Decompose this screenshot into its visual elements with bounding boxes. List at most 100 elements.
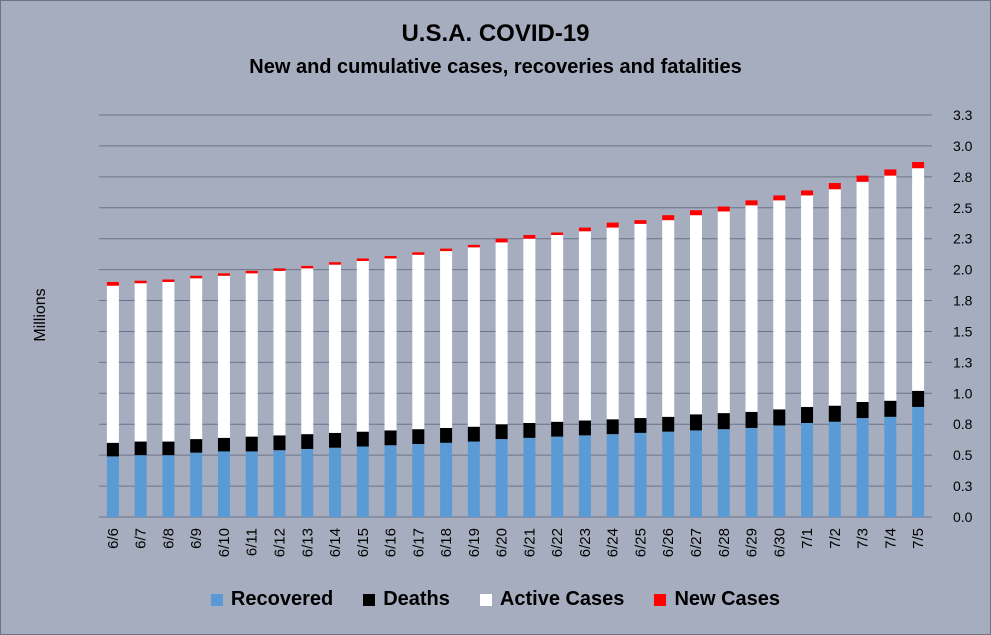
bar-active-cases <box>634 223 647 419</box>
legend-item: Active Cases <box>479 588 624 611</box>
bar-recovered <box>689 430 702 517</box>
bar-deaths <box>106 442 119 457</box>
bar-new-cases <box>606 222 619 228</box>
bar-deaths <box>523 422 536 438</box>
x-tick-label: 6/8 <box>160 528 177 549</box>
bar-deaths <box>773 409 786 426</box>
x-tick-label: 6/6 <box>105 528 122 549</box>
bar-new-cases <box>217 273 230 276</box>
bar-recovered <box>523 437 536 517</box>
bar-deaths <box>662 416 675 432</box>
bar-recovered <box>912 406 925 517</box>
bar-new-cases <box>106 281 119 286</box>
x-tick-label: 6/14 <box>327 528 344 557</box>
bar-new-cases <box>745 200 758 206</box>
x-tick-label: 6/29 <box>744 528 761 557</box>
x-tick-label: 7/5 <box>910 528 927 549</box>
legend-swatch <box>654 593 667 606</box>
bar-new-cases <box>523 234 536 239</box>
x-tick-label: 6/15 <box>355 528 372 557</box>
legend: Recovered Deaths Active Cases New Cases <box>0 588 991 611</box>
bar-active-cases <box>801 195 814 407</box>
bar-recovered <box>301 448 314 517</box>
bar-new-cases <box>190 275 203 279</box>
y-tick-label: 0.5 <box>953 447 973 463</box>
bar-active-cases <box>273 270 286 436</box>
bar-new-cases <box>356 258 369 261</box>
bar-recovered <box>329 447 342 517</box>
bar-new-cases <box>662 215 675 221</box>
y-tick-label: 0.3 <box>953 478 973 494</box>
y-tick-label: 1.3 <box>953 354 973 370</box>
bar-recovered <box>745 427 758 517</box>
bar-recovered <box>162 455 175 517</box>
y-tick-label: 3.3 <box>953 107 973 123</box>
bar-recovered <box>356 446 369 517</box>
bar-deaths <box>912 390 925 407</box>
bar-active-cases <box>412 254 425 430</box>
bar-new-cases <box>551 232 564 235</box>
x-tick-label: 6/22 <box>549 528 566 557</box>
y-tick-label: 2.3 <box>953 231 973 247</box>
bar-deaths <box>356 431 369 447</box>
x-tick-label: 6/10 <box>216 528 233 557</box>
legend-swatch <box>479 593 492 606</box>
x-tick-label: 7/2 <box>827 528 844 549</box>
chart-title: U.S.A. COVID-19 <box>401 20 590 47</box>
y-tick-label: 1.0 <box>953 385 973 401</box>
x-tick-label: 6/26 <box>660 528 677 557</box>
legend-label: Deaths <box>383 588 450 610</box>
bar-new-cases <box>329 262 342 265</box>
y-tick-label: 2.8 <box>953 169 973 185</box>
bar-deaths <box>884 400 897 417</box>
bar-recovered <box>106 456 119 517</box>
bar-recovered <box>495 439 508 517</box>
bar-active-cases <box>773 200 786 410</box>
x-tick-label: 7/3 <box>855 528 872 549</box>
bar-recovered <box>773 425 786 517</box>
bar-deaths <box>828 405 841 422</box>
bar-new-cases <box>301 265 314 269</box>
bar-new-cases <box>773 195 786 201</box>
bar-new-cases <box>689 210 702 216</box>
bar-deaths <box>273 435 286 451</box>
y-tick-label: 1.8 <box>953 293 973 309</box>
bar-active-cases <box>106 285 119 443</box>
bar-deaths <box>329 432 342 448</box>
bar-deaths <box>856 401 869 419</box>
bar-active-cases <box>689 215 702 415</box>
bar-deaths <box>190 439 203 453</box>
bar-active-cases <box>190 278 203 440</box>
bar-deaths <box>134 441 147 456</box>
bar-active-cases <box>440 251 453 428</box>
bar-deaths <box>217 437 230 452</box>
bar-active-cases <box>717 211 730 414</box>
x-tick-label: 6/23 <box>577 528 594 557</box>
x-tick-label: 6/21 <box>521 528 538 557</box>
bar-active-cases <box>162 281 175 442</box>
bar-recovered <box>578 435 591 517</box>
x-tick-label: 6/7 <box>133 528 150 549</box>
bar-new-cases <box>273 268 286 271</box>
bar-recovered <box>606 434 619 517</box>
bar-new-cases <box>412 252 425 255</box>
y-tick-label: 2.5 <box>953 200 973 216</box>
bar-deaths <box>440 427 453 443</box>
bar-active-cases <box>606 227 619 420</box>
x-tick-label: 6/30 <box>771 528 788 557</box>
x-tick-label: 6/27 <box>688 528 705 557</box>
bar-new-cases <box>884 169 897 176</box>
bar-active-cases <box>384 258 397 431</box>
bar-deaths <box>717 413 730 430</box>
bar-recovered <box>884 416 897 517</box>
bar-deaths <box>245 436 258 452</box>
bar-active-cases <box>745 205 758 412</box>
x-tick-label: 6/28 <box>716 528 733 557</box>
bar-recovered <box>412 444 425 517</box>
bar-recovered <box>634 432 647 517</box>
y-tick-label: 0.0 <box>953 509 973 525</box>
bar-active-cases <box>245 273 258 437</box>
bar-new-cases <box>856 175 869 182</box>
bar-recovered <box>190 452 203 517</box>
x-tick-label: 6/18 <box>438 528 455 557</box>
